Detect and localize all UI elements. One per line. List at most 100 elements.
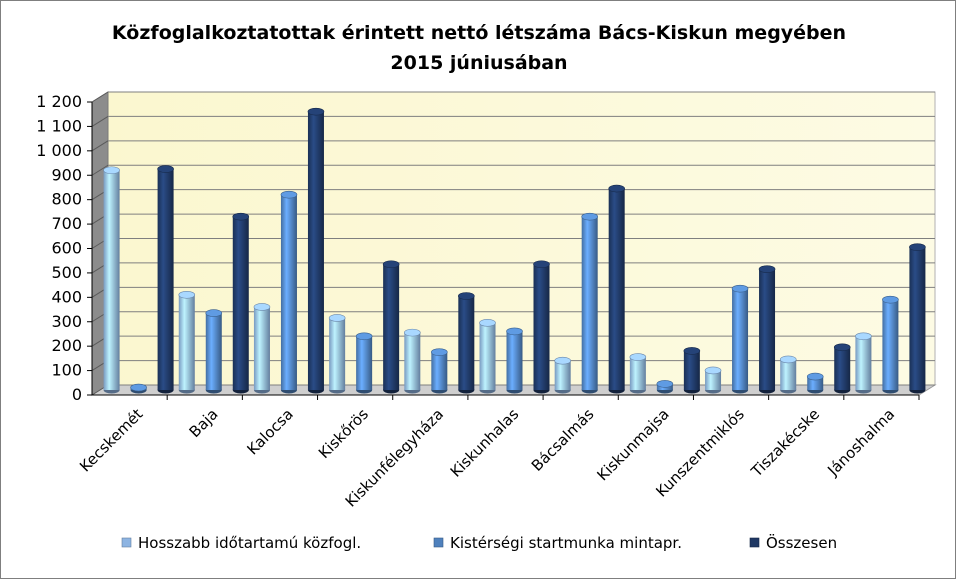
bar-top xyxy=(833,343,851,352)
bar xyxy=(705,370,722,390)
x-tick-label: Kecskemét xyxy=(76,405,146,475)
bar xyxy=(383,264,400,390)
chart-subtitle: 2015 júniusában xyxy=(390,52,567,74)
y-tick-label: 500 xyxy=(51,263,82,282)
bar xyxy=(882,299,899,390)
bar-top xyxy=(280,190,298,199)
bar xyxy=(356,336,373,390)
bar-top xyxy=(909,243,926,251)
bar-top xyxy=(731,284,749,293)
bar xyxy=(479,322,496,390)
plot-area: 0 100 200 300 400 500 600 700 800 900 1 000 1 100 1 … xyxy=(36,91,937,511)
y-tick-label: 200 xyxy=(51,336,82,355)
bar xyxy=(232,216,249,390)
bar xyxy=(404,332,421,390)
bar xyxy=(431,352,448,390)
y-tick-label: 800 xyxy=(51,190,82,209)
bar-top xyxy=(581,212,598,221)
bar xyxy=(307,111,324,391)
x-tick-label: Jánoshalma xyxy=(823,405,898,480)
x-tick-label: Bácsalmás xyxy=(528,405,598,475)
bar xyxy=(506,331,523,390)
bar xyxy=(581,216,598,390)
y-tick-label: 1 200 xyxy=(36,92,82,111)
y-tick-label: 0 xyxy=(72,385,82,404)
bar-top xyxy=(404,328,421,337)
bar-top xyxy=(178,290,196,299)
bar xyxy=(909,247,926,390)
bar xyxy=(732,288,749,390)
bar xyxy=(683,350,700,390)
legend-swatch xyxy=(433,537,444,548)
x-tick-label: Kalocsa xyxy=(243,405,296,458)
bar-top xyxy=(382,260,400,269)
bar-top xyxy=(882,295,899,304)
y-tick-label: 600 xyxy=(51,239,82,258)
bar-top xyxy=(608,184,625,193)
bar xyxy=(253,306,270,390)
bar-top xyxy=(307,107,325,116)
y-tick-label: 1 100 xyxy=(36,116,82,135)
bar xyxy=(458,295,475,390)
bar xyxy=(205,313,222,390)
gridline-depth xyxy=(91,115,109,127)
legend-swatch xyxy=(121,537,132,548)
x-tick-label: Kiskőrös xyxy=(315,405,372,462)
bar-top xyxy=(683,347,701,355)
bar xyxy=(554,360,571,390)
bar-top xyxy=(328,314,346,322)
bar-top xyxy=(205,309,223,317)
legend-label: Hosszabb időtartamú közfogl. xyxy=(138,534,361,552)
y-tick-label: 900 xyxy=(51,165,82,184)
bar xyxy=(780,359,797,390)
bar xyxy=(157,169,174,390)
bar-top xyxy=(533,260,550,269)
bar-top xyxy=(253,303,271,311)
bar-top xyxy=(157,165,174,173)
x-tick-label: Kiskunmajsa xyxy=(593,405,672,484)
bar-top xyxy=(431,348,448,356)
y-tick-label: 1 000 xyxy=(36,141,82,160)
gridline-depth xyxy=(91,140,109,152)
bar xyxy=(329,317,346,390)
bar-top xyxy=(232,212,250,221)
legend-swatch xyxy=(749,537,760,548)
legend-label: Összesen xyxy=(766,533,837,552)
legend-label: Kistérségi startmunka mintapr. xyxy=(450,534,682,552)
y-tick-label: 300 xyxy=(51,312,82,331)
bar-top xyxy=(855,332,872,341)
y-tick-label: 400 xyxy=(51,287,82,306)
y-tick-label: 100 xyxy=(51,361,82,380)
bar xyxy=(103,170,120,390)
x-tick-label: Tiszakécske xyxy=(747,405,823,481)
bar-top xyxy=(554,356,571,365)
chart-title: Közfoglalkoztatottak érintett nettó léts… xyxy=(112,22,846,44)
bar-top xyxy=(806,372,824,381)
bar-top xyxy=(779,355,797,364)
bar-top xyxy=(758,265,776,273)
x-tick-label: Kiskunhalas xyxy=(447,405,523,481)
gridline-depth xyxy=(91,91,109,103)
bar xyxy=(807,376,824,390)
bar xyxy=(759,269,776,390)
bar xyxy=(834,347,851,390)
bar xyxy=(855,336,872,390)
bar xyxy=(629,357,646,390)
bar-top xyxy=(656,380,674,388)
bar-top xyxy=(629,353,647,361)
bar-top xyxy=(506,327,523,336)
bar-top xyxy=(479,319,496,327)
x-tick-label: Baja xyxy=(186,405,222,441)
y-tick-label: 700 xyxy=(51,214,82,233)
bar-top xyxy=(704,366,722,375)
bar-top xyxy=(458,292,475,300)
legend: Hosszabb időtartamú közfogl. Kistérségi s… xyxy=(121,533,837,552)
bar-top xyxy=(130,383,147,392)
bar xyxy=(608,188,625,390)
bar-top xyxy=(355,332,373,341)
bar xyxy=(280,194,297,390)
bar xyxy=(178,294,195,390)
bar-top xyxy=(103,166,120,175)
